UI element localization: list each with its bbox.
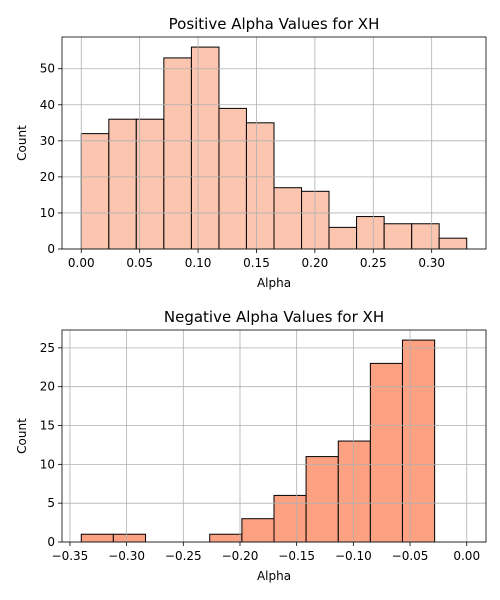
histogram-bar <box>305 456 339 543</box>
y-tick-label: 40 <box>40 98 55 112</box>
y-axis-label: Count <box>15 418 29 454</box>
y-tick-label: 25 <box>40 341 55 355</box>
y-tick-label: 0 <box>47 242 55 256</box>
x-tick-label: 0.25 <box>360 256 387 270</box>
y-tick-label: 15 <box>40 419 55 433</box>
x-tick-label: −0.30 <box>108 549 145 563</box>
histogram-bar <box>80 533 114 543</box>
y-tick-label: 30 <box>40 134 55 148</box>
histogram-bar <box>135 118 165 250</box>
histogram-bar <box>163 57 192 250</box>
x-axis-label: Alpha <box>257 569 291 583</box>
x-tick-label: −0.20 <box>222 549 259 563</box>
histogram-bar <box>401 339 436 543</box>
histogram-bar <box>337 440 371 543</box>
histogram-bar <box>273 187 303 250</box>
histogram-bar <box>369 362 403 543</box>
axes-frame <box>61 36 487 250</box>
histogram-bar <box>80 133 110 250</box>
histogram-bar <box>218 107 247 250</box>
y-tick-label: 20 <box>40 170 55 184</box>
histogram-bar <box>209 533 243 543</box>
histogram-bar <box>112 533 147 543</box>
histogram-bar <box>301 190 330 250</box>
histogram-bar <box>241 518 275 543</box>
chart-title: Negative Alpha Values for XH <box>164 308 384 326</box>
x-tick-label: 0.00 <box>453 549 480 563</box>
y-tick-label: 20 <box>40 380 55 394</box>
axes-frame <box>61 329 487 543</box>
y-tick-label: 50 <box>40 62 55 76</box>
x-tick-label: 0.05 <box>126 256 153 270</box>
chart-title: Positive Alpha Values for XH <box>169 15 380 33</box>
x-tick-label: −0.05 <box>392 549 429 563</box>
histogram-bar <box>190 46 220 250</box>
x-tick-label: 0.30 <box>418 256 445 270</box>
x-tick-label: −0.35 <box>52 549 89 563</box>
histogram-bar <box>411 223 440 250</box>
x-tick-label: −0.10 <box>335 549 372 563</box>
histogram-bar <box>273 494 307 543</box>
histogram-bar <box>383 223 413 250</box>
histogram-bar <box>356 216 385 250</box>
histogram-bar <box>245 122 275 250</box>
x-tick-label: −0.25 <box>165 549 202 563</box>
x-tick-label: 0.15 <box>243 256 270 270</box>
x-axis-label: Alpha <box>257 276 291 290</box>
x-tick-label: 0.10 <box>185 256 212 270</box>
x-tick-label: −0.15 <box>278 549 315 563</box>
y-axis-label: Count <box>15 125 29 161</box>
y-tick-label: 0 <box>47 535 55 549</box>
x-tick-label: 0.20 <box>302 256 329 270</box>
negative-alpha-histogram: −0.35 −0.30 −0.25 −0.20 −0.15 −0.10 −0.05 0.00 0… <box>15 308 487 583</box>
x-tick-label: 0.00 <box>68 256 95 270</box>
histogram-bar <box>438 237 468 250</box>
y-tick-label: 5 <box>47 496 55 510</box>
y-tick-label: 10 <box>40 457 55 471</box>
y-tick-label: 10 <box>40 206 55 220</box>
histogram-bar <box>328 226 358 250</box>
positive-alpha-histogram: 0.00 0.05 0.10 0.15 0.20 0.25 0.30 0 10 20 30 40 50 P… <box>15 15 487 290</box>
histogram-bar <box>108 118 137 250</box>
